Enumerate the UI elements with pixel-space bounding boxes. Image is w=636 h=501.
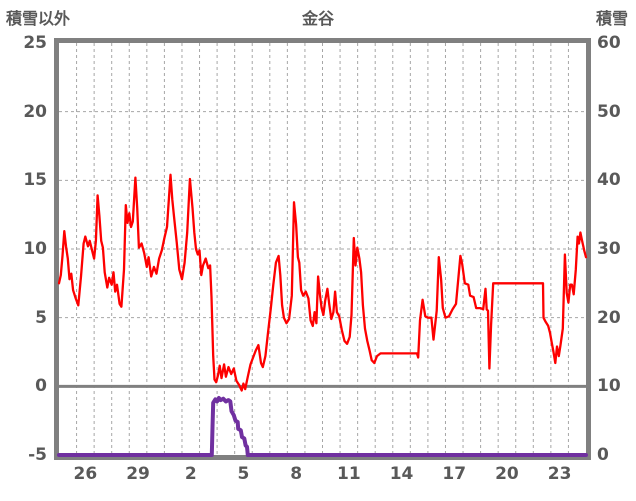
x-axis-tick-label: 2 [184, 464, 197, 484]
right-axis-title: 積雪 [595, 9, 628, 28]
left-axis-tick-label: 0 [35, 376, 47, 397]
x-axis-tick-label: 8 [290, 464, 303, 484]
left-axis-tick-label: 25 [23, 33, 47, 53]
x-axis-tick-label: 5 [237, 464, 250, 484]
right-axis-tick-label: 20 [597, 307, 621, 328]
left-axis-tick-label: 20 [23, 101, 47, 122]
x-axis-tick-label: 29 [126, 464, 150, 484]
right-axis-tick-label: 60 [597, 33, 621, 53]
right-axis-tick-label: 40 [597, 170, 621, 191]
left-axis-tick-label: 10 [23, 239, 47, 259]
right-axis-tick-label: 30 [597, 239, 621, 259]
left-axis-tick-label: 15 [23, 170, 47, 191]
left-axis-tick-label: -5 [28, 445, 47, 465]
x-axis-tick-label: 17 [442, 464, 467, 484]
x-axis-tick-label: 14 [389, 464, 414, 484]
left-axis-tick-label: 5 [35, 307, 47, 328]
x-axis-tick-label: 23 [547, 464, 572, 484]
x-axis-tick-label: 11 [337, 464, 361, 484]
right-axis-tick-label: 0 [597, 445, 609, 465]
x-axis-tick-label: 26 [73, 464, 98, 484]
right-axis-tick-label: 50 [597, 101, 621, 122]
left-axis-title: 積雪以外 [6, 9, 71, 28]
chart-title: 金谷 [301, 9, 334, 28]
x-axis-tick-label: 20 [495, 464, 519, 484]
right-axis-tick-label: 10 [597, 376, 621, 397]
temperature-line [57, 173, 588, 392]
snow-depth-line [57, 396, 588, 457]
plot-frame [54, 38, 591, 460]
